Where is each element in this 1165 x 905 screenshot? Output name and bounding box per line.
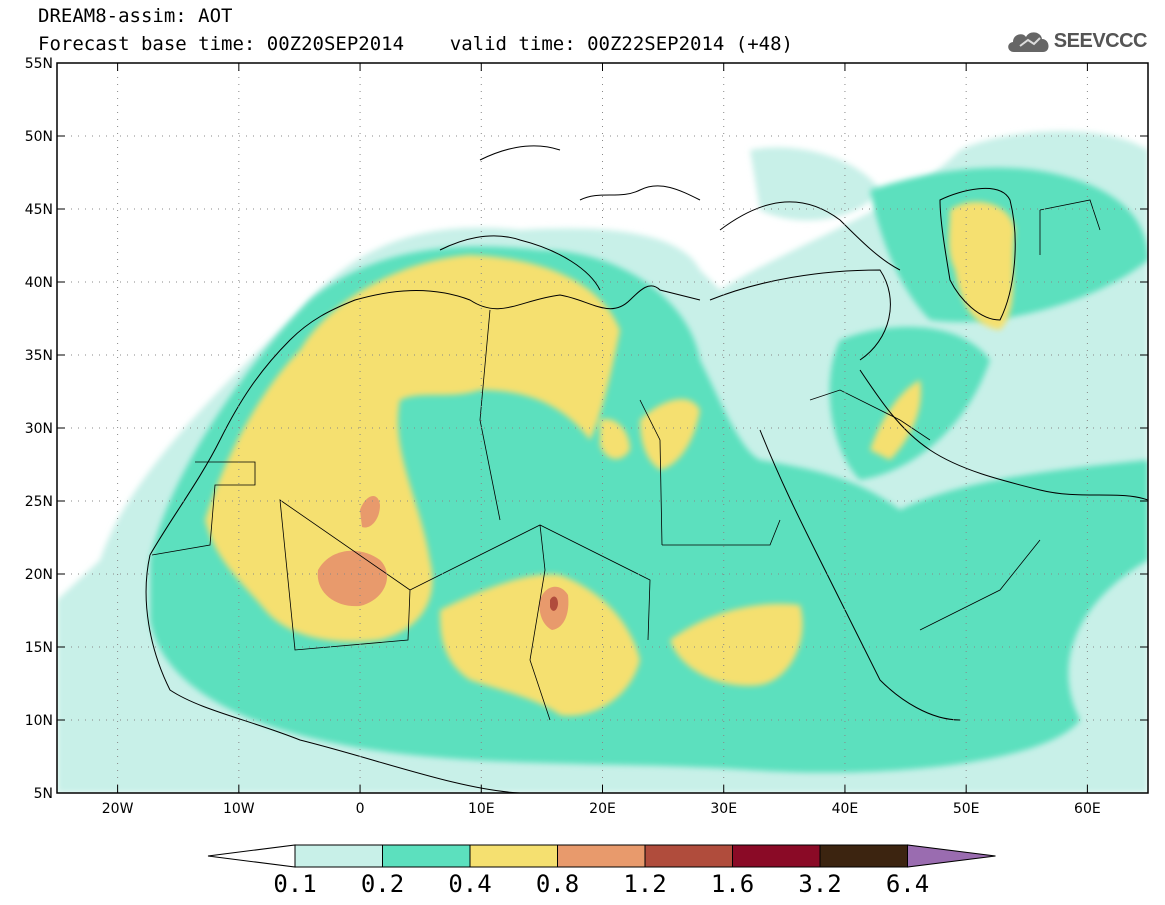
colorbar-label: 1.6 bbox=[711, 870, 754, 898]
colorbar-swatch bbox=[819, 844, 908, 868]
colorbar-swatch bbox=[382, 844, 471, 868]
cloud-icon bbox=[1008, 32, 1049, 52]
colorbar-swatch bbox=[557, 844, 646, 868]
map-subtitle: Forecast base time: 00Z20SEP2014 valid t… bbox=[38, 33, 793, 55]
map-tick-labels: 20W 10W 0 10E 20E 30E 40E 50E 60E 55N 50N 45N 40N 35N… bbox=[25, 56, 1101, 817]
lon-tick-label: 30E bbox=[710, 801, 737, 817]
lat-tick-label: 35N bbox=[25, 348, 53, 364]
logo-text: SEEVCCC bbox=[1053, 29, 1148, 52]
lon-tick-label: 40E bbox=[832, 801, 859, 817]
map-gridlines bbox=[57, 63, 1148, 793]
colorbar-label: 0.8 bbox=[536, 870, 579, 898]
colorbar-swatch bbox=[644, 844, 733, 868]
lon-tick-label: 10E bbox=[468, 801, 495, 817]
lon-tick-label: 60E bbox=[1074, 801, 1101, 817]
lat-tick-label: 55N bbox=[25, 56, 53, 72]
lon-tick-label: 20W bbox=[102, 801, 134, 817]
aot-band-0.4-0.8 bbox=[205, 201, 1015, 716]
colorbar-label: 0.1 bbox=[273, 870, 316, 898]
colorbar-swatch bbox=[469, 844, 558, 868]
lat-tick-label: 20N bbox=[25, 567, 53, 583]
aot-colorbar: 0.1 0.2 0.4 0.8 1.2 1.6 3.2 6.4 bbox=[207, 844, 996, 898]
map-title: DREAM8-assim: AOT bbox=[38, 5, 233, 27]
colorbar-under-triangle bbox=[207, 844, 296, 868]
lon-tick-label: 10W bbox=[223, 801, 255, 817]
aot-band-1.2-1.6 bbox=[550, 596, 558, 611]
colorbar-label: 0.2 bbox=[361, 870, 404, 898]
colorbar-label: 6.4 bbox=[886, 870, 929, 898]
lat-tick-label: 25N bbox=[25, 494, 53, 510]
lat-tick-label: 30N bbox=[25, 421, 53, 437]
colorbar-label: 1.2 bbox=[623, 870, 666, 898]
lon-tick-label: 0 bbox=[356, 801, 365, 817]
colorbar-over-triangle bbox=[907, 844, 996, 868]
lat-tick-label: 5N bbox=[34, 786, 53, 802]
map-ticks bbox=[57, 62, 1148, 794]
country-borders bbox=[151, 199, 1101, 721]
lon-tick-label: 50E bbox=[953, 801, 980, 817]
colorbar-swatch bbox=[294, 844, 383, 868]
colorbar-label: 3.2 bbox=[798, 870, 841, 898]
lat-tick-label: 50N bbox=[25, 129, 53, 145]
colorbar-swatch bbox=[732, 844, 821, 868]
lat-tick-label: 10N bbox=[25, 713, 53, 729]
lat-tick-label: 15N bbox=[25, 640, 53, 656]
aot-band-0.8-1.2 bbox=[317, 495, 569, 630]
lon-tick-label: 20E bbox=[589, 801, 616, 817]
lat-tick-label: 45N bbox=[25, 202, 53, 218]
lat-tick-label: 40N bbox=[25, 275, 53, 291]
seevccc-logo: SEEVCCC bbox=[1004, 26, 1148, 56]
colorbar-label: 0.4 bbox=[448, 870, 491, 898]
